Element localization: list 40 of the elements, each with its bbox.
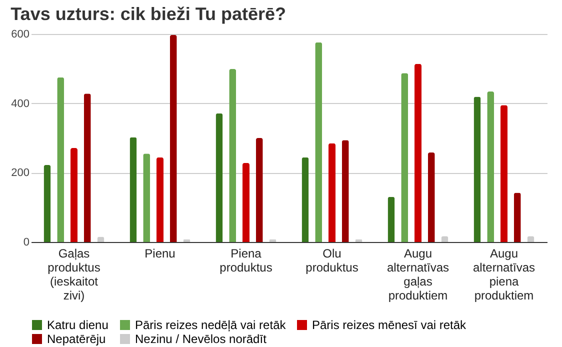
bar bbox=[242, 162, 250, 242]
x-tick-label: Pienu bbox=[144, 246, 176, 260]
bar bbox=[315, 42, 322, 242]
legend-label: Nepatērēju bbox=[47, 332, 106, 346]
bar bbox=[57, 77, 64, 242]
x-tick-label: Gaļas produktus (ieskaitot zivi) bbox=[48, 246, 100, 302]
y-tick-label: 400 bbox=[11, 98, 30, 110]
y-tick-label: 600 bbox=[11, 28, 30, 40]
bar bbox=[401, 73, 408, 242]
bar bbox=[256, 138, 263, 242]
chart-title: Tavs uzturs: cik bieži Tu patērē? bbox=[10, 4, 286, 24]
legend-label: Nezinu / Nevēlos norādīt bbox=[135, 332, 268, 346]
bar bbox=[156, 157, 164, 242]
bar bbox=[487, 92, 494, 242]
y-tick-label: 200 bbox=[11, 167, 30, 180]
bar bbox=[342, 140, 349, 242]
legend-label: Pāris reizes nedēļā vai retāk bbox=[135, 318, 287, 332]
bar bbox=[143, 154, 150, 242]
bar bbox=[500, 105, 508, 242]
bar bbox=[44, 165, 51, 242]
bar bbox=[130, 137, 137, 242]
bar bbox=[474, 96, 481, 242]
y-tick-label: 0 bbox=[23, 236, 30, 248]
legend-label: Katru dienu bbox=[47, 318, 108, 332]
bar bbox=[388, 196, 395, 242]
legend-label: Pāris reizes mēnesī vai retāk bbox=[312, 318, 468, 332]
bar bbox=[414, 64, 422, 242]
x-tick-label: Augu alternatīvas piena produktiem bbox=[472, 246, 536, 302]
bar bbox=[216, 113, 223, 242]
bar bbox=[428, 152, 435, 242]
x-tick-label: Piena produktus bbox=[220, 246, 272, 274]
bar bbox=[70, 148, 78, 242]
bar bbox=[328, 143, 336, 242]
bar bbox=[170, 35, 177, 242]
bar bbox=[514, 192, 521, 242]
x-tick-label: Augu alternatīvas gaļas produktiem bbox=[386, 246, 450, 302]
bar bbox=[229, 69, 236, 242]
x-tick-label: Olu produktus bbox=[306, 246, 358, 274]
bar bbox=[302, 157, 309, 242]
bar bbox=[84, 94, 91, 242]
